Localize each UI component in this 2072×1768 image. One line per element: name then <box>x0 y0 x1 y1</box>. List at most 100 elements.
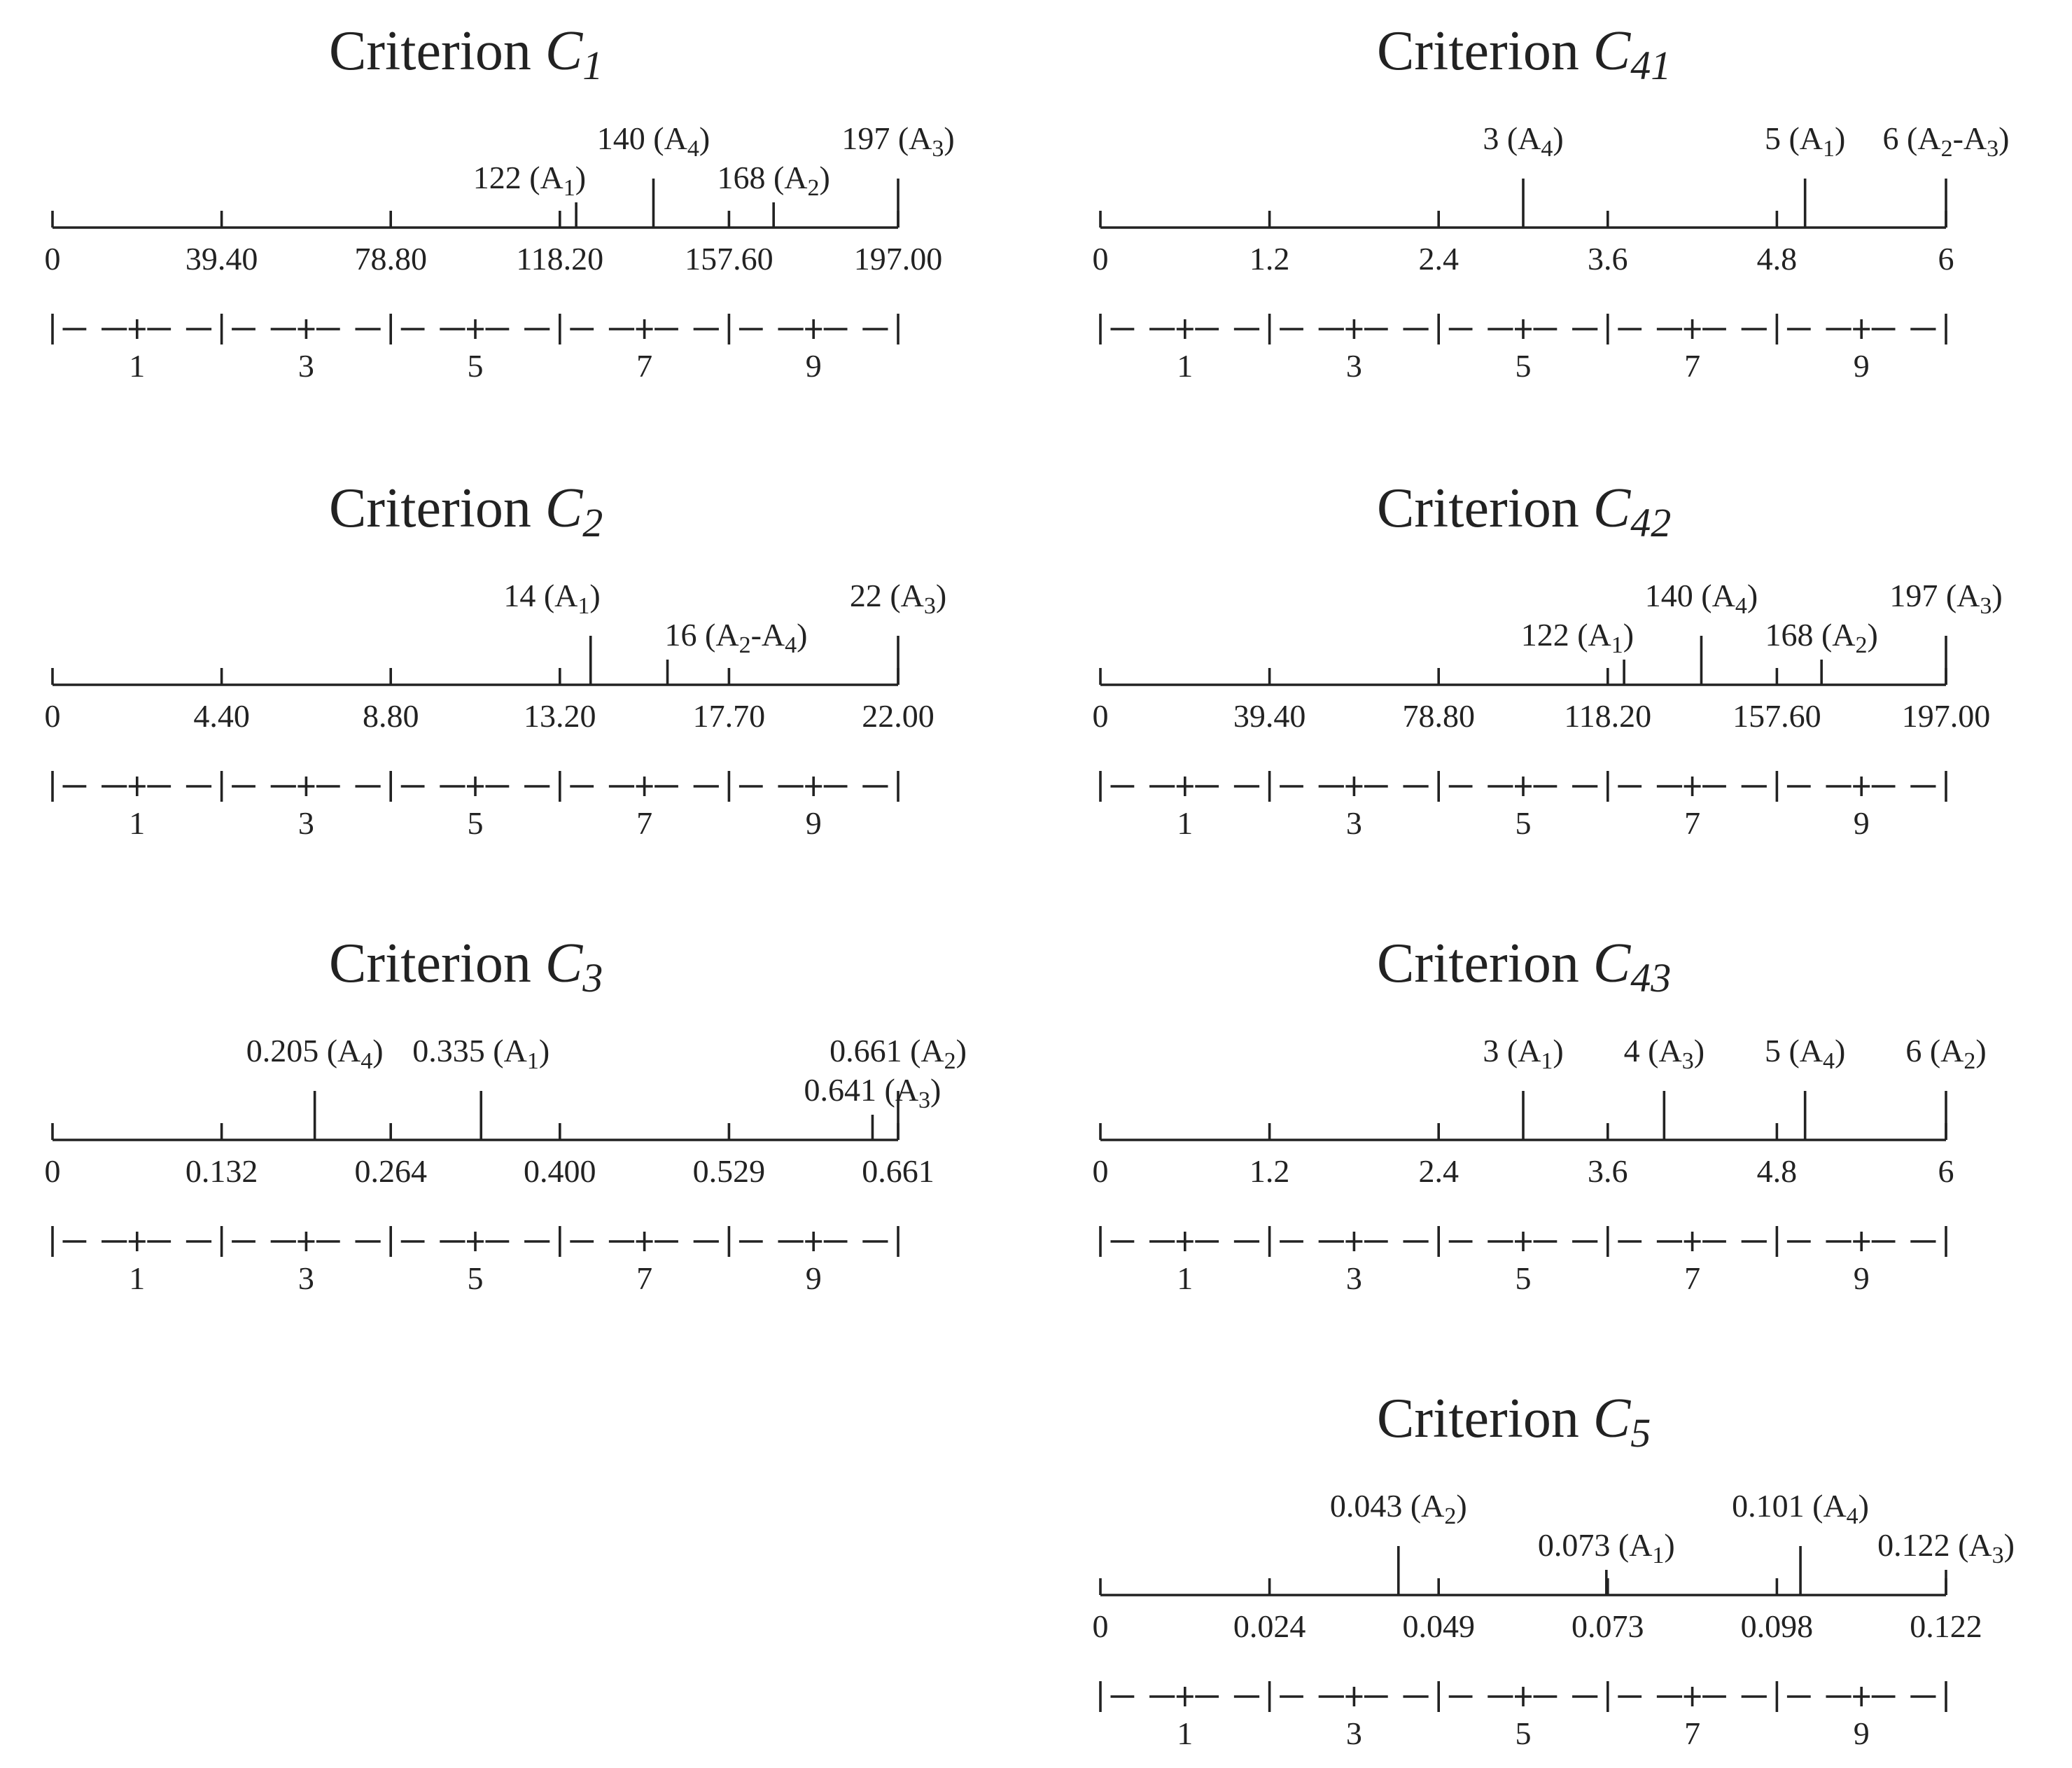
tick-label: 197.00 <box>854 241 943 277</box>
tick-label: 13.20 <box>524 698 596 734</box>
panel-title: Criterion C3 <box>329 933 603 1001</box>
scale-label: 3 <box>1346 1715 1362 1751</box>
alternative-label: 122 (A1) <box>1521 617 1634 658</box>
alternative-label: 3 (A1) <box>1483 1033 1563 1074</box>
tick-label: 118.20 <box>516 241 603 277</box>
scale-label: 9 <box>1854 805 1870 841</box>
scale-label: 7 <box>1684 1260 1700 1296</box>
tick-label: 3.6 <box>1588 1153 1628 1189</box>
panel-title: Criterion C41 <box>1377 20 1671 88</box>
tick-label: 3.6 <box>1588 241 1628 277</box>
tick-label: 22.00 <box>862 698 934 734</box>
tick-label: 0.098 <box>1741 1608 1814 1644</box>
tick-label: 0.073 <box>1572 1608 1644 1644</box>
scale-label: 9 <box>806 805 822 841</box>
tick-label: 78.80 <box>1402 698 1475 734</box>
alternative-label: 140 (A4) <box>1645 578 1758 619</box>
scale-label: 9 <box>806 348 822 384</box>
alternative-label: 3 (A4) <box>1483 120 1563 162</box>
tick-label: 39.40 <box>186 241 258 277</box>
tick-label: 78.80 <box>354 241 427 277</box>
scale-label: 9 <box>1854 348 1870 384</box>
scale-label: 1 <box>129 348 145 384</box>
panel-c42: Criterion C42 0 39.40 78.80 118.20 157.60 197.… <box>1093 478 2003 841</box>
scale-label: 5 <box>468 1260 484 1296</box>
tick-label: 0.049 <box>1402 1608 1475 1644</box>
tick-label: 4.8 <box>1757 241 1798 277</box>
alternative-label: 0.101 (A4) <box>1732 1488 1869 1529</box>
panel-c2: Criterion C2 0 4.40 8.80 13.20 17.70 22.00 14 (… <box>45 478 947 841</box>
alternative-label: 0.661 (A2) <box>830 1033 967 1074</box>
tick-label: 0 <box>45 241 61 277</box>
tick-label: 6 <box>1938 241 1954 277</box>
tick-label: 4.40 <box>193 698 250 734</box>
scale-label: 1 <box>1177 348 1193 384</box>
tick-label: 0.264 <box>354 1153 427 1189</box>
tick-label: 0.529 <box>693 1153 766 1189</box>
tick-label: 157.60 <box>685 241 774 277</box>
alternative-label: 0.335 (A1) <box>412 1033 550 1074</box>
scale-label: 5 <box>1516 805 1532 841</box>
scale-label: 1 <box>129 1260 145 1296</box>
scale-label: 7 <box>1684 348 1700 384</box>
panel-title: Criterion C43 <box>1377 933 1671 1001</box>
panel-title: Criterion C1 <box>329 20 603 88</box>
scale-label: 7 <box>636 1260 652 1296</box>
panel-c3: Criterion C3 0 0.132 0.264 0.400 0.529 0.661 0.… <box>45 933 967 1296</box>
panel-c5: Criterion C5 0 0.024 0.049 0.073 0.098 0.122 0.… <box>1093 1388 2015 1751</box>
panel-title: Criterion C5 <box>1377 1388 1651 1456</box>
tick-label: 17.70 <box>693 698 766 734</box>
scale-label: 5 <box>1516 1260 1532 1296</box>
alternative-label: 0.122 (A3) <box>1877 1527 2015 1568</box>
alternative-label: 197 (A3) <box>841 120 954 162</box>
scale-label: 5 <box>1516 348 1532 384</box>
alternative-label: 140 (A4) <box>597 120 710 162</box>
alternative-label: 22 (A3) <box>850 578 946 619</box>
tick-label: 0.024 <box>1233 1608 1306 1644</box>
scale-label: 5 <box>468 805 484 841</box>
scale-label: 3 <box>1346 348 1362 384</box>
scale-label: 3 <box>1346 1260 1362 1296</box>
alternative-label: 6 (A2-A3) <box>1883 120 2010 162</box>
panel-c41: Criterion C41 0 1.2 2.4 3.6 4.8 6 3 (A4) 5 (A1) 6… <box>1093 20 2010 384</box>
alternative-label: 0.073 (A1) <box>1538 1527 1675 1568</box>
alternative-label: 0.043 (A2) <box>1330 1488 1467 1529</box>
scale-label: 3 <box>298 1260 314 1296</box>
scale-label: 3 <box>298 805 314 841</box>
tick-label: 0.661 <box>862 1153 934 1189</box>
panel-c1: Criterion C1 0 39.40 78.80 118.20 157.60 197.0… <box>45 20 955 384</box>
tick-label: 2.4 <box>1418 1153 1459 1189</box>
scale-label: 3 <box>298 348 314 384</box>
alternative-label: 5 (A4) <box>1765 1033 1845 1074</box>
alternative-label: 5 (A1) <box>1765 120 1845 162</box>
scale-label: 7 <box>636 805 652 841</box>
panel-title: Criterion C2 <box>329 478 603 545</box>
tick-label: 0 <box>1093 241 1109 277</box>
tick-label: 8.80 <box>363 698 419 734</box>
alternative-label: 168 (A2) <box>717 160 830 201</box>
alternative-label: 4 (A3) <box>1624 1033 1704 1074</box>
tick-label: 39.40 <box>1233 698 1306 734</box>
alternative-label: 16 (A2-A4) <box>665 617 808 658</box>
scale-label: 1 <box>1177 1260 1193 1296</box>
panel-c43: Criterion C43 0 1.2 2.4 3.6 4.8 6 3 (A1) 4 (A3) 5… <box>1093 933 1987 1296</box>
tick-label: 197.00 <box>1902 698 1991 734</box>
tick-label: 0 <box>1093 1153 1109 1189</box>
scale-label: 3 <box>1346 805 1362 841</box>
tick-label: 118.20 <box>1564 698 1651 734</box>
alternative-label: 168 (A2) <box>1765 617 1877 658</box>
alternative-label: 14 (A1) <box>503 578 600 619</box>
tick-label: 4.8 <box>1757 1153 1798 1189</box>
tick-label: 157.60 <box>1732 698 1821 734</box>
tick-label: 0.122 <box>1910 1608 1982 1644</box>
tick-label: 0.400 <box>524 1153 596 1189</box>
alternative-label: 0.641 (A3) <box>804 1072 941 1113</box>
scale-label: 7 <box>1684 1715 1700 1751</box>
alternative-label: 0.205 (A4) <box>246 1033 384 1074</box>
scale-label: 9 <box>1854 1260 1870 1296</box>
scale-label: 7 <box>636 348 652 384</box>
scale-label: 9 <box>1854 1715 1870 1751</box>
alternative-label: 197 (A3) <box>1889 578 2002 619</box>
scale-label: 1 <box>1177 1715 1193 1751</box>
